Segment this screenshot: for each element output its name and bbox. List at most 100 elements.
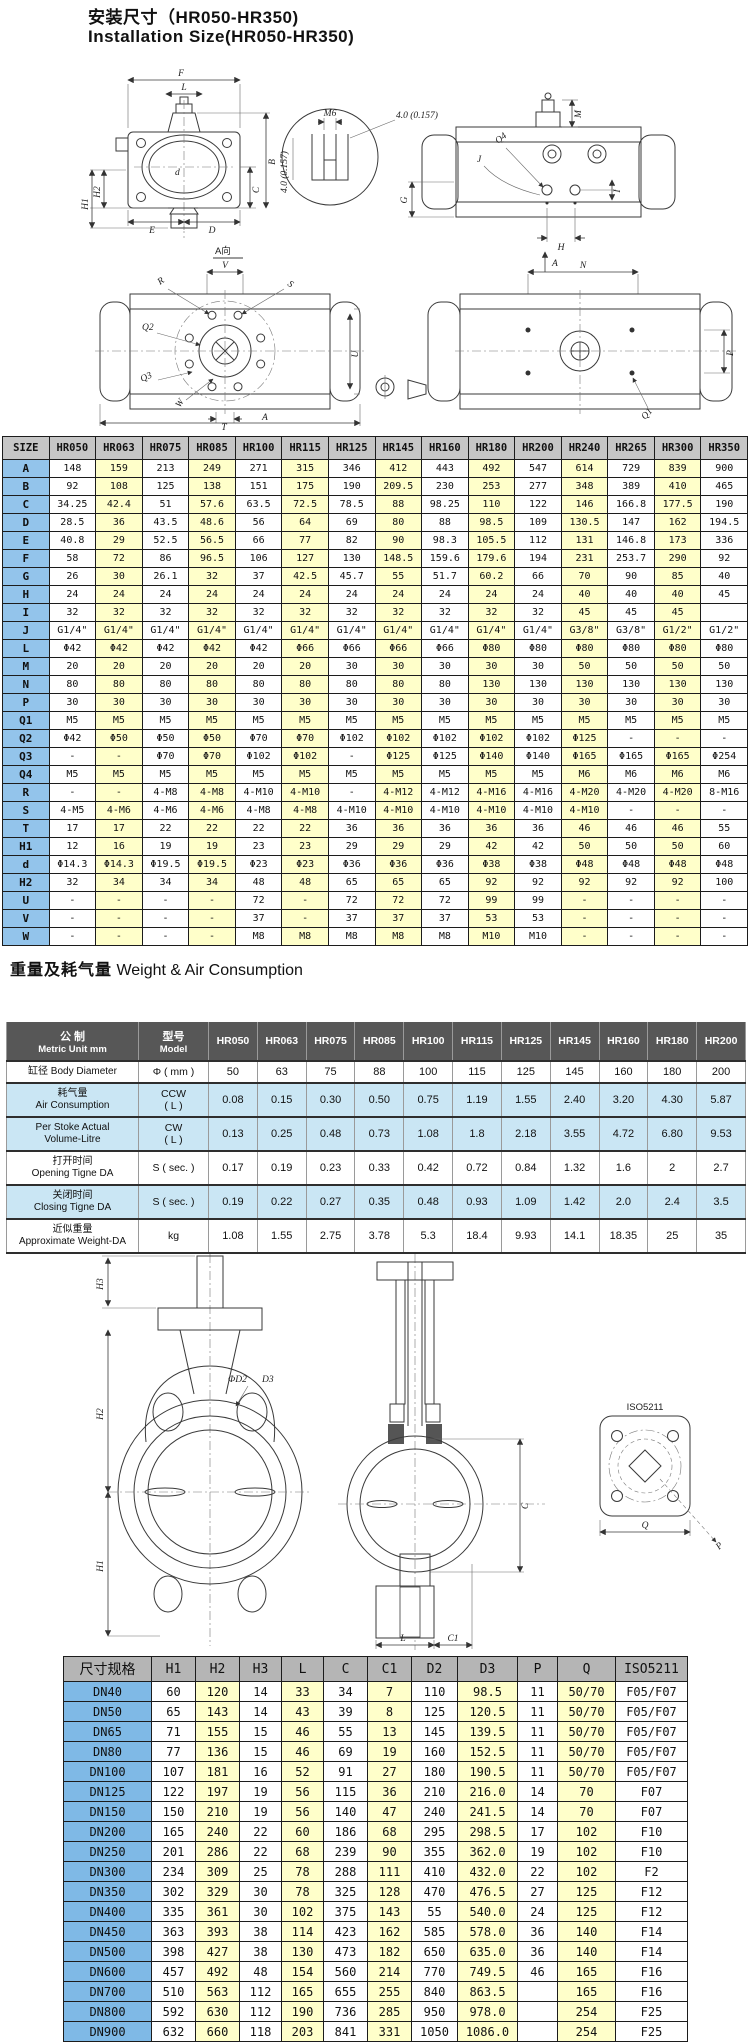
dimension-value: 50 — [560, 657, 609, 676]
valve-value: 19 — [367, 1741, 412, 1762]
dimension-value: - — [48, 783, 97, 802]
dim-label-s: S — [285, 279, 295, 290]
model-column-header: HR180 — [647, 1022, 698, 1061]
dimension-value: 4-M10 — [374, 801, 423, 820]
valve-row: DN100 107 181 16 52 91 27 180 190.5 11 50/70 F05/F0… — [63, 1761, 688, 1782]
dimension-value: 4-M20 — [607, 783, 655, 802]
iso5211-label: ISO5211 — [627, 1402, 664, 1413]
dimension-value: 36 — [327, 819, 376, 838]
valve-value: 70 — [557, 1781, 616, 1802]
dimension-value: M8 — [327, 927, 376, 946]
dimension-value: 34 — [141, 873, 190, 892]
dimension-value: M5 — [560, 711, 609, 730]
dimension-value: 30 — [421, 693, 469, 712]
valve-column-header: C — [323, 1656, 368, 1682]
dimension-value: 80 — [281, 675, 329, 694]
dimension-value: M5 — [281, 765, 329, 784]
spec-value: 125 — [500, 1061, 551, 1083]
valve-dn-label: DN400 — [63, 1901, 152, 1922]
dimension-value: 146.8 — [607, 531, 655, 550]
valve-value: 363 — [151, 1921, 196, 1942]
spec-value: 160 — [598, 1061, 649, 1083]
dimension-value: M6 — [653, 765, 702, 784]
valve-column-header: H1 — [151, 1656, 196, 1682]
dim-label-m: M — [574, 109, 584, 119]
dimension-value: 231 — [560, 549, 609, 568]
valve-value: F05/F07 — [615, 1741, 688, 1762]
dimension-label: R — [2, 783, 50, 802]
valve-value: 13 — [367, 1721, 412, 1742]
model-column-header: HR350 — [700, 436, 748, 460]
dimension-value: 108 — [95, 477, 143, 496]
dimension-value: 32 — [48, 603, 97, 622]
dimension-value: Φ50 — [188, 729, 236, 748]
valve-value: 160 — [411, 1741, 458, 1762]
dimension-value: 125 — [141, 477, 190, 496]
dimension-value: - — [95, 909, 143, 928]
valve-dn-label: DN50 — [63, 1701, 152, 1722]
dimension-value: Φ102 — [327, 729, 376, 748]
dimension-value: 50 — [653, 837, 702, 856]
dimension-value: - — [281, 891, 329, 910]
dimension-value: M6 — [700, 765, 748, 784]
dimension-row: C 34.25 42.4 51 57.6 63.5 72.5 78.5 88 98.25 110 12… — [2, 495, 748, 514]
valve-value: 22 — [239, 1841, 282, 1862]
dimension-value: 17 — [95, 819, 143, 838]
dimension-value: 43.5 — [141, 513, 190, 532]
dimension-value: 4-M6 — [141, 801, 190, 820]
spec-value: 2.40 — [549, 1083, 600, 1117]
dimension-value: Φ102 — [281, 747, 329, 766]
dimension-value: 348 — [560, 477, 609, 496]
dimension-value: M5 — [95, 765, 143, 784]
valve-dn-label: DN450 — [63, 1921, 152, 1942]
valve-value: 19 — [239, 1781, 282, 1802]
valve-dn-label: DN800 — [63, 2001, 152, 2022]
valve-value: 70 — [557, 1801, 616, 1822]
dimension-value: 253 — [467, 477, 516, 496]
valve-value: 27 — [517, 1881, 558, 1902]
dimension-value: 72 — [95, 549, 143, 568]
dimension-value: Φ42 — [234, 639, 283, 658]
dimension-value: 78.5 — [327, 495, 376, 514]
dim-label-a: A — [261, 413, 268, 423]
dim-label-m6: M6 — [323, 109, 337, 119]
valve-value: 46 — [281, 1741, 324, 1762]
dimension-label: Q1 — [2, 711, 50, 730]
table3-header-row: 尺寸规格 H1 H2 H3 L C C1 D2 D3 P Q ISO5211 — [63, 1656, 688, 1682]
dimension-label: B — [2, 477, 50, 496]
valve-value: 140 — [323, 1801, 368, 1822]
dimension-value: - — [607, 909, 655, 928]
spec-value: 2.7 — [696, 1151, 746, 1185]
dimension-value: G3/8" — [607, 621, 655, 640]
valve-value: 78 — [281, 1881, 324, 1902]
dimension-value: 80 — [141, 675, 190, 694]
dimension-value: 55 — [374, 567, 423, 586]
spec-value: 5.3 — [403, 1219, 454, 1253]
page-title-en: Installation Size(HR050-HR350) — [88, 27, 355, 46]
dimension-value: G1/4" — [95, 621, 143, 640]
dimension-value: - — [141, 909, 190, 928]
valve-row: DN125 122 197 19 56 115 36 210 216.0 14 70 F07 — [63, 1781, 688, 1802]
dimension-value: 26.1 — [141, 567, 190, 586]
dimension-value: 36 — [421, 819, 469, 838]
dimension-value: Φ125 — [374, 747, 423, 766]
dim-label-v: V — [222, 261, 229, 271]
spec-value: 200 — [696, 1061, 746, 1083]
dimension-label: L — [2, 639, 50, 658]
spec-value: 1.55 — [500, 1083, 551, 1117]
dimension-value: G1/4" — [514, 621, 562, 640]
dimension-value: 72.5 — [281, 495, 329, 514]
dimension-value: 4-M20 — [653, 783, 702, 802]
dimension-value: 32 — [514, 603, 562, 622]
dim-label-r: R — [155, 276, 166, 288]
valve-value: 102 — [557, 1861, 616, 1882]
dimension-value: 24 — [514, 585, 562, 604]
dimension-value: 4-M8 — [234, 801, 283, 820]
valve-row: DN250 201 286 22 68 239 90 355 362.0 19 102 F10 — [63, 1841, 688, 1862]
dimension-value: 12 — [48, 837, 97, 856]
dimension-value: 410 — [653, 477, 702, 496]
valve-value: 102 — [557, 1821, 616, 1842]
dimension-value: 179.6 — [467, 549, 516, 568]
valve-value: F25 — [615, 2001, 688, 2022]
dimension-value: 42.5 — [281, 567, 329, 586]
